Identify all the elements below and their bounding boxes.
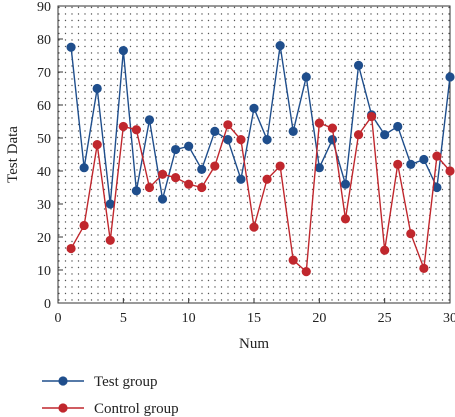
data-point <box>144 182 155 193</box>
data-point <box>301 267 311 277</box>
data-point <box>184 141 194 151</box>
series-1 <box>66 111 455 277</box>
data-point <box>171 144 181 155</box>
x-tick-label: 0 <box>55 311 62 326</box>
data-point <box>419 154 429 165</box>
data-point <box>393 121 403 132</box>
data-point <box>249 103 259 113</box>
data-point <box>432 182 442 193</box>
data-point <box>118 121 128 132</box>
legend-item-test-group: Test group <box>42 374 158 390</box>
data-point <box>340 214 351 224</box>
y-tick-label: 10 <box>37 264 51 279</box>
data-point <box>131 125 141 135</box>
series-0 <box>66 41 455 209</box>
legend: Test group Control group <box>42 374 179 417</box>
dot-grid-fill <box>58 6 450 303</box>
data-point <box>314 163 324 173</box>
data-point <box>380 130 390 140</box>
data-point <box>262 174 272 184</box>
data-point <box>66 243 76 254</box>
legend-marker-control-group <box>58 403 68 413</box>
data-point <box>301 72 311 82</box>
data-point <box>223 120 233 130</box>
data-point <box>353 130 364 140</box>
y-tick-label: 50 <box>37 132 51 147</box>
grid-dots <box>58 6 450 303</box>
data-point <box>275 41 285 51</box>
y-tick-label: 40 <box>37 165 51 180</box>
data-point <box>79 220 89 231</box>
legend-label-test-group: Test group <box>94 374 158 390</box>
y-tick-label: 90 <box>37 0 51 15</box>
legend-label-control-group: Control group <box>94 401 179 417</box>
data-point <box>197 182 207 193</box>
data-point <box>419 263 429 273</box>
data-point <box>79 163 89 173</box>
data-point <box>288 126 298 136</box>
series-layer <box>66 41 455 277</box>
data-point <box>236 174 246 184</box>
x-tick-label: 25 <box>378 311 392 326</box>
x-axis-label: Num <box>239 336 269 352</box>
data-point <box>406 229 416 239</box>
data-point <box>432 151 442 161</box>
data-point <box>236 135 246 145</box>
x-tick-label: 10 <box>182 311 196 326</box>
data-point <box>262 135 272 145</box>
data-point <box>393 159 403 169</box>
data-point <box>144 115 155 125</box>
data-point <box>157 169 168 179</box>
x-tick-label: 15 <box>247 311 261 326</box>
data-point <box>131 186 141 196</box>
axes <box>57 5 451 304</box>
x-tick-label: 20 <box>312 311 326 326</box>
legend-item-control-group: Control group <box>42 401 179 417</box>
data-point <box>105 199 115 209</box>
y-tick-label: 80 <box>37 33 51 48</box>
data-point <box>105 235 115 245</box>
data-point <box>314 118 324 128</box>
data-point <box>92 83 102 94</box>
data-point <box>367 111 377 122</box>
data-point <box>210 126 220 136</box>
data-point <box>445 72 455 82</box>
x-tick-label: 5 <box>120 311 127 326</box>
y-tick-label: 70 <box>37 66 51 81</box>
y-axis-label: Test Data <box>5 126 21 183</box>
data-point <box>171 173 181 183</box>
data-point <box>380 245 390 255</box>
data-point <box>184 179 194 189</box>
y-tick-label: 0 <box>44 297 51 312</box>
data-point <box>406 159 416 169</box>
data-point <box>327 135 337 145</box>
data-point <box>66 42 76 52</box>
data-point <box>445 166 455 176</box>
data-point <box>275 161 285 171</box>
legend-marker-test-group <box>58 376 68 386</box>
x-tick-label: 30 <box>443 311 455 326</box>
y-tick-label: 20 <box>37 231 51 246</box>
data-point <box>157 194 168 204</box>
data-point <box>118 45 128 56</box>
data-point <box>249 222 259 232</box>
data-point <box>288 255 298 265</box>
tick-labels: 0 5 10 15 20 25 30 0 10 20 30 40 50 60 70 80 90 <box>37 0 455 326</box>
data-point <box>197 164 207 174</box>
y-tick-label: 30 <box>37 198 51 213</box>
data-point <box>327 123 337 133</box>
y-tick-label: 60 <box>37 99 51 114</box>
data-point <box>340 179 351 189</box>
data-point <box>92 140 102 150</box>
data-point <box>353 60 364 70</box>
data-point <box>223 135 233 145</box>
data-point <box>210 161 220 171</box>
